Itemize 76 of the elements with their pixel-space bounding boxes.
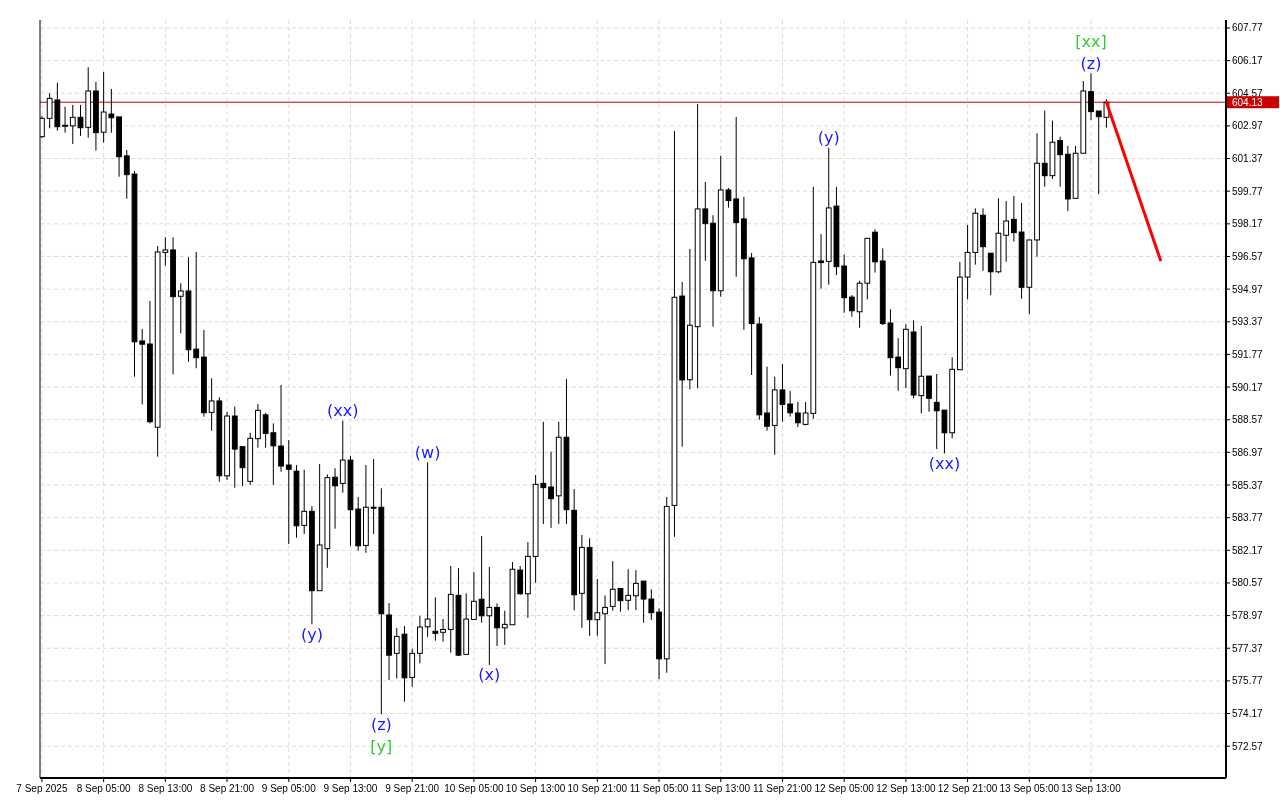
- x-tick-label: 10 Sep 13:00: [505, 783, 566, 794]
- x-tick-label: 11 Sep 13:00: [691, 783, 751, 794]
- candlestick: [1003, 200, 1010, 263]
- x-tick-label: 12 Sep 13:00: [876, 783, 937, 794]
- candlestick: [633, 569, 639, 611]
- y-tick-label: 601.37: [1232, 153, 1264, 165]
- candlestick: [848, 294, 855, 318]
- candlestick: [332, 467, 338, 530]
- x-tick-label: 9 Sep 21:00: [385, 783, 440, 794]
- x-tick-label: 8 Sep 05:00: [76, 783, 132, 794]
- y-tick-label: 599.77: [1232, 185, 1264, 197]
- annotation: (z): [1080, 53, 1102, 73]
- x-tick-label: 8 Sep 13:00: [138, 783, 193, 794]
- candlestick: [733, 116, 740, 278]
- x-tick-label: 10 Sep 05:00: [444, 783, 505, 794]
- candlestick: [602, 594, 608, 665]
- candlestick: [424, 461, 431, 638]
- candlestick: [278, 384, 284, 473]
- y-tick-label: 602.97: [1232, 120, 1264, 132]
- candlestick: [794, 401, 801, 428]
- y-tick-label: 574.17: [1232, 708, 1264, 720]
- y-tick-label: 594.97: [1232, 283, 1264, 295]
- candlestick: [432, 596, 439, 642]
- y-tick-label: 586.97: [1232, 446, 1264, 458]
- y-tick-label: 596.57: [1232, 250, 1264, 262]
- x-tick-label: 9 Sep 05:00: [261, 783, 317, 794]
- y-tick-label: 607.77: [1232, 22, 1264, 34]
- y-tick-label: 572.57: [1232, 740, 1264, 752]
- candlestick: [764, 366, 770, 432]
- y-tick-label: 580.57: [1232, 577, 1264, 589]
- candlestick: [62, 106, 68, 134]
- annotation: (z): [370, 714, 392, 734]
- x-tick-label: 11 Sep 21:00: [753, 783, 813, 794]
- candlestick: [471, 571, 477, 620]
- y-tick-label: 577.37: [1232, 642, 1264, 654]
- candlestick: [1057, 136, 1064, 188]
- y-tick-label: 575.77: [1232, 675, 1264, 687]
- candlestick: [285, 439, 292, 545]
- candlestick: [494, 602, 500, 647]
- candlestick: [548, 451, 554, 529]
- y-tick-label: 598.17: [1232, 218, 1264, 230]
- annotation: [xx]: [1075, 31, 1107, 51]
- annotation: (y): [300, 624, 323, 644]
- y-tick-label: 606.17: [1232, 55, 1264, 67]
- x-tick-label: 10 Sep 21:00: [567, 783, 628, 794]
- candlestick: [926, 375, 932, 413]
- y-tick-label: 578.97: [1232, 610, 1264, 622]
- annotation: (y): [817, 128, 840, 148]
- y-tick-label: 582.17: [1232, 544, 1264, 556]
- annotation: (xx): [928, 453, 961, 473]
- candlestick: [818, 233, 824, 290]
- candlestick: [1088, 72, 1094, 121]
- y-tick-label: 585.37: [1232, 479, 1264, 491]
- x-tick-label: 12 Sep 21:00: [937, 783, 998, 794]
- y-tick-label: 591.77: [1232, 348, 1264, 360]
- candlestick: [1010, 195, 1017, 243]
- candlestick: [895, 337, 902, 392]
- y-tick-label: 604.57: [1232, 87, 1264, 99]
- annotation: (x): [478, 665, 501, 685]
- x-tick-label: 9 Sep 13:00: [323, 783, 378, 794]
- y-tick-label: 593.37: [1232, 316, 1264, 328]
- y-tick-label: 588.57: [1232, 414, 1264, 426]
- candlestick: [440, 618, 446, 643]
- x-tick-label: 13 Sep 05:00: [999, 783, 1060, 794]
- annotation: (w): [414, 442, 441, 462]
- y-tick-label: 583.77: [1232, 512, 1264, 524]
- x-tick-label: 12 Sep 05:00: [814, 783, 875, 794]
- annotation: (xx): [327, 401, 359, 421]
- ref-line-label: 604.13: [1232, 96, 1264, 108]
- x-tick-label: 13 Sep 13:00: [1061, 783, 1122, 794]
- x-tick-label: 8 Sep 21:00: [200, 783, 255, 794]
- x-tick-label: 11 Sep 05:00: [629, 783, 689, 794]
- y-tick-label: 590.17: [1232, 381, 1264, 393]
- annotation: [y]: [370, 736, 393, 756]
- x-tick-label: 7 Sep 2025: [16, 783, 68, 794]
- candlestick: [787, 390, 794, 418]
